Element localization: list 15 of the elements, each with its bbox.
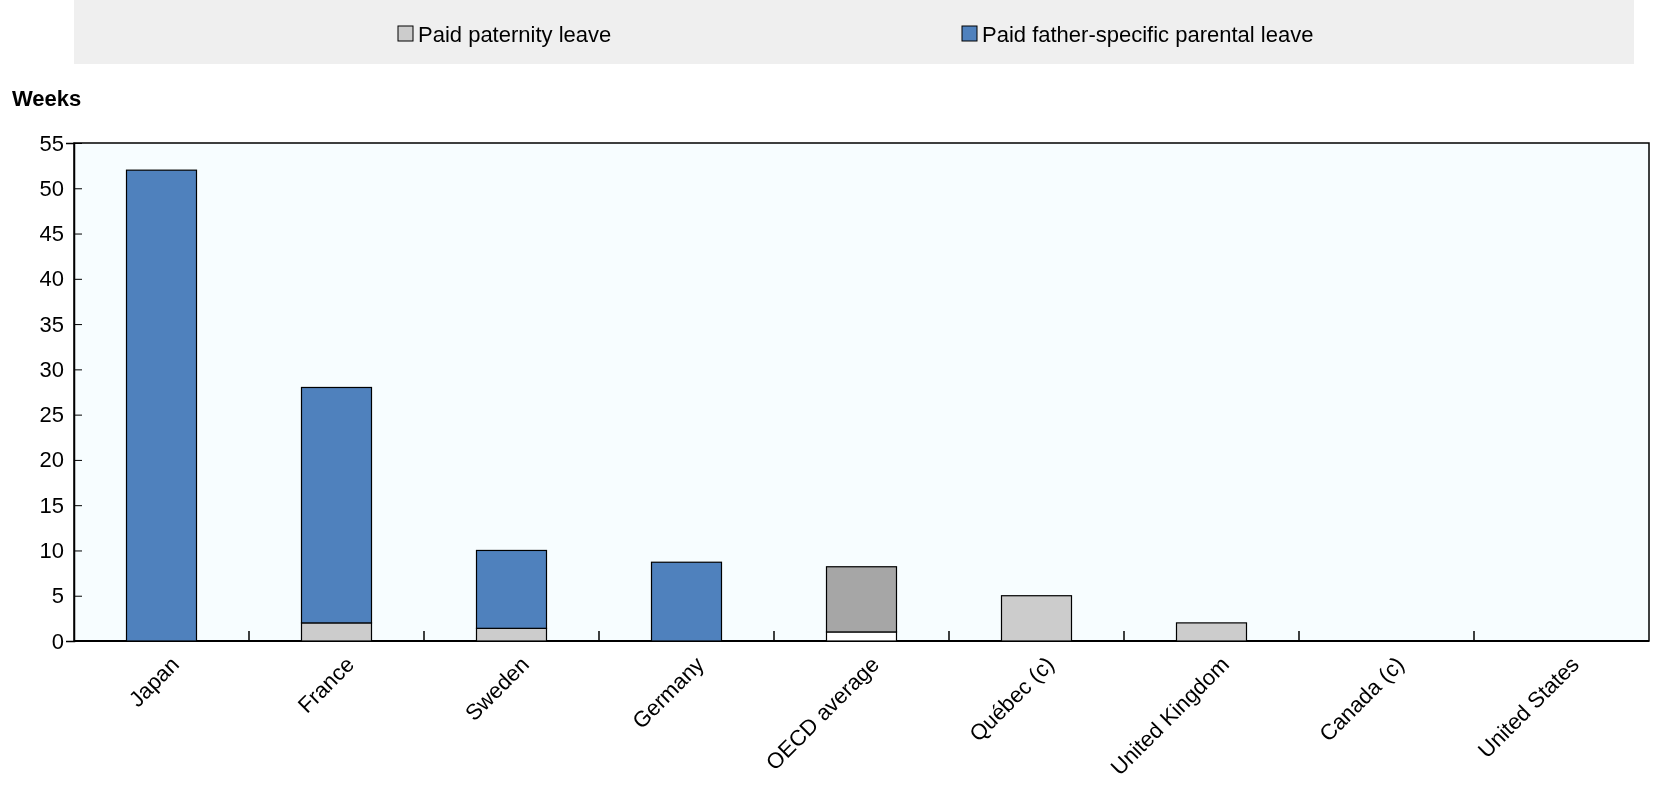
y-tick-label: 0 [51, 628, 64, 654]
y-tick-label: 45 [39, 221, 64, 247]
legend-label: Paid paternity leave [418, 22, 612, 47]
y-tick-label: 30 [39, 356, 64, 382]
y-tick-label: 10 [39, 537, 64, 563]
y-tick-label: 25 [39, 402, 64, 428]
legend-label: Paid father-specific parental leave [982, 22, 1314, 47]
y-tick-label: 15 [39, 492, 64, 518]
y-tick-label: 40 [39, 266, 64, 292]
y-tick-label: 20 [39, 447, 64, 473]
y-axis-title: Weeks [12, 86, 82, 111]
y-tick-label: 55 [39, 130, 64, 156]
y-tick-label: 5 [51, 583, 64, 609]
y-tick-label: 35 [39, 311, 64, 337]
y-tick-label: 50 [39, 175, 64, 201]
